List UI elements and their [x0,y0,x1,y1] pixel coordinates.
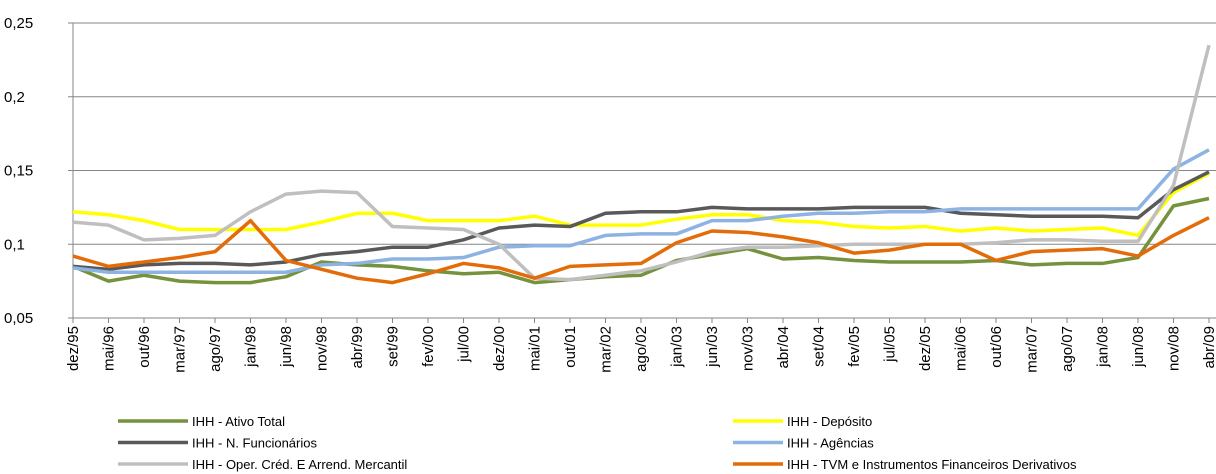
legend-label: IHH - Agências [787,436,874,451]
x-tick-label: jan/08 [1095,326,1112,368]
y-tick-label: 0,2 [4,89,25,106]
x-tick-label: out/06 [988,326,1005,368]
y-tick-label: 0,05 [4,310,33,327]
x-tick-label: mar/97 [172,326,189,373]
x-tick-label: jul/05 [882,326,899,363]
x-tick-label: jul/00 [456,326,473,363]
x-tick-label: nov/03 [740,326,757,371]
legend-label: IHH - N. Funcionários [192,436,317,451]
series-line [72,171,1210,238]
plot [72,44,1211,285]
x-tick-label: set/99 [385,326,402,367]
x-tick-label: dez/05 [917,326,934,371]
x-tick-label: abr/09 [1201,326,1216,369]
x-tick-label: jun/98 [278,326,295,368]
x-tick-label: jan/98 [243,326,260,368]
legend-label: IHH - Ativo Total [192,414,285,429]
x-tick-label: jan/03 [669,326,686,368]
legend-label: IHH - Depósito [787,414,872,429]
x-tick-label: ago/97 [207,326,224,372]
x-tick-label: ago/02 [633,326,650,372]
series-line [72,148,1210,275]
x-tick-label: mai/96 [101,326,118,371]
x-tick-label: mar/07 [1024,326,1041,373]
series-line [72,216,1210,285]
x-tick-label: set/04 [811,326,828,367]
x-tick-label: out/01 [562,326,579,368]
x-tick-label: jun/08 [1130,326,1147,368]
x-tick-label: fev/05 [846,326,863,367]
y-tick-label: 0,25 [4,15,33,32]
x-tick-label: abr/04 [775,326,792,369]
y-tick-label: 0,15 [4,163,33,180]
y-tick-label: 0,1 [4,236,25,253]
x-tick-label: mai/01 [527,326,544,371]
x-tick-label: nov/98 [314,326,331,371]
x-tick-label: dez/00 [491,326,508,371]
x-tick-label: abr/99 [349,326,366,369]
series-line [72,44,1211,282]
x-tick-label: out/96 [136,326,153,368]
x-tick-label: nov/08 [1166,326,1183,371]
x-tick-label: fev/00 [420,326,437,367]
x-tick-label: mai/06 [953,326,970,371]
x-tick-label: dez/95 [65,326,82,371]
x-tick-label: ago/07 [1059,326,1076,372]
x-tick-label: mar/02 [598,326,615,373]
series-line [72,196,1210,285]
legend-label: IHH - Oper. Créd. E Arrend. Mercantil [192,457,407,472]
x-tick-label: jun/03 [704,326,721,368]
series-line [72,170,1210,272]
legend-label: IHH - TVM e Instrumentos Financeiros Der… [787,457,1077,472]
